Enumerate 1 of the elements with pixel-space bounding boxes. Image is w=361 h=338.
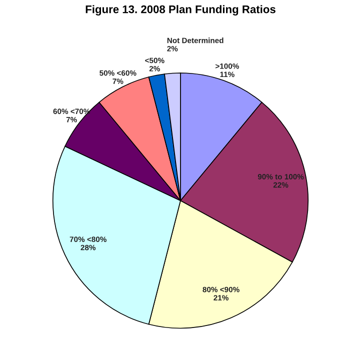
chart-title: Figure 13. 2008 Plan Funding Ratios <box>86 5 276 16</box>
